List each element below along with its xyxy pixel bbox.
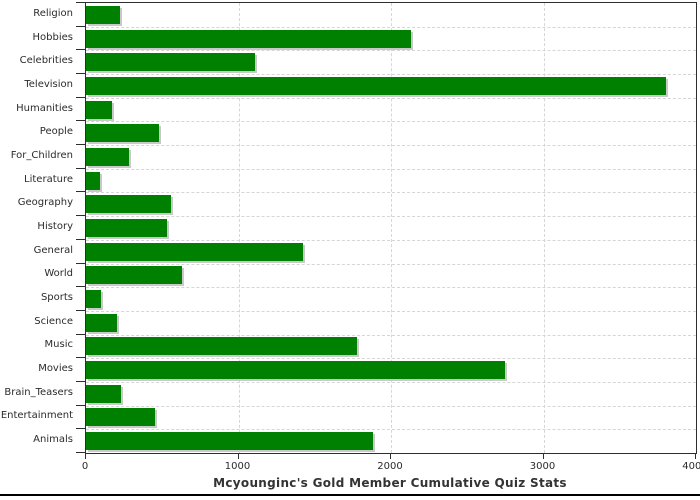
horizontal-gridline (86, 263, 696, 265)
horizontal-gridline (86, 287, 696, 289)
x-axis-tick-label: 2000 (377, 461, 403, 472)
bar-science (86, 313, 117, 332)
y-axis-tick (76, 144, 85, 146)
x-axis-tick (390, 453, 391, 459)
y-axis-tick (76, 215, 85, 217)
y-axis-tick (76, 191, 85, 193)
bar-music (86, 337, 357, 356)
bar-world (86, 266, 182, 285)
bar-brain_teasers (86, 384, 121, 403)
y-axis-label: General (33, 244, 73, 256)
y-axis-tick (76, 333, 85, 335)
y-axis-tick (76, 286, 85, 288)
y-axis-label: Sports (40, 292, 73, 304)
bar-entertainment (86, 408, 155, 427)
x-axis-tick (237, 453, 239, 459)
bar-geography (86, 195, 171, 214)
y-axis-tick (76, 238, 85, 240)
bar-humanities (86, 100, 112, 119)
vertical-gridline (238, 3, 240, 453)
horizontal-gridline (86, 121, 696, 123)
bar-sports (86, 290, 101, 309)
y-axis-label: Music (44, 339, 73, 351)
y-axis-tick (76, 25, 85, 27)
bar-movies (86, 361, 505, 380)
horizontal-gridline (86, 358, 696, 360)
bar-celebrities (86, 53, 255, 72)
y-axis-tick (76, 357, 85, 359)
horizontal-gridline (86, 429, 696, 431)
y-axis-tick (76, 404, 85, 406)
horizontal-gridline (86, 192, 696, 194)
horizontal-gridline (86, 334, 696, 336)
horizontal-gridline (86, 145, 696, 147)
bar-animals (86, 432, 373, 451)
bar-people (86, 124, 159, 143)
y-axis-tick (76, 167, 85, 169)
bar-history (86, 219, 167, 237)
y-axis-label: Geography (17, 197, 73, 209)
y-axis-tick (76, 309, 85, 311)
y-axis-label: Animals (33, 434, 73, 446)
horizontal-gridline (86, 239, 696, 241)
bar-general (86, 242, 303, 261)
y-axis-label: Hobbies (32, 31, 73, 43)
y-axis-tick (76, 96, 85, 98)
y-axis-label: World (44, 268, 73, 280)
bar-for_children (86, 147, 129, 166)
horizontal-gridline (86, 310, 696, 312)
y-axis-tick (76, 49, 85, 51)
horizontal-gridline (86, 381, 696, 383)
vertical-gridline (543, 3, 545, 453)
y-axis-label: Humanities (16, 102, 73, 114)
y-axis-label: For_Children (10, 149, 73, 161)
y-axis-tick (76, 2, 85, 3)
plot-area (85, 2, 697, 454)
x-axis-tick-label: 1000 (224, 461, 251, 472)
y-axis-tick (76, 262, 85, 264)
horizontal-gridline (86, 26, 696, 28)
y-axis-tick (76, 428, 85, 430)
bar-literature (86, 171, 100, 190)
bottom-divider (0, 494, 700, 496)
horizontal-gridline (86, 216, 696, 218)
x-axis-tick-label: 3000 (529, 461, 556, 472)
x-axis-tick-label: 4000 (682, 461, 700, 472)
y-axis-tick (76, 452, 85, 453)
y-axis-label: Entertainment (0, 410, 73, 422)
y-axis-label: Literature (24, 173, 73, 185)
y-axis-tick (76, 120, 85, 122)
chart-title: Mcyounginc's Gold Member Cumulative Quiz… (213, 476, 567, 490)
bar-television (86, 76, 666, 95)
y-axis-label: People (39, 126, 73, 138)
x-axis-tick (695, 453, 696, 459)
x-axis-tick (542, 453, 544, 459)
horizontal-gridline (86, 74, 696, 76)
y-axis-label: Celebrities (19, 55, 73, 67)
bar-religion (86, 5, 120, 24)
horizontal-gridline (86, 50, 696, 52)
bar-hobbies (86, 29, 411, 48)
y-axis-label: Brain_Teasers (4, 386, 73, 398)
horizontal-gridline (86, 97, 696, 99)
y-axis-label: Television (24, 78, 73, 90)
y-axis-label: Movies (38, 363, 73, 375)
y-axis-tick (76, 380, 85, 382)
horizontal-gridline (86, 405, 696, 407)
y-axis-label: Science (34, 315, 73, 327)
vertical-gridline (391, 3, 392, 453)
y-axis-label: History (37, 221, 73, 232)
y-axis-tick (76, 73, 85, 75)
y-axis-label: Religion (33, 7, 73, 19)
x-axis-tick (85, 453, 86, 459)
horizontal-gridline (86, 168, 696, 170)
x-axis-tick-label: 0 (81, 461, 89, 472)
